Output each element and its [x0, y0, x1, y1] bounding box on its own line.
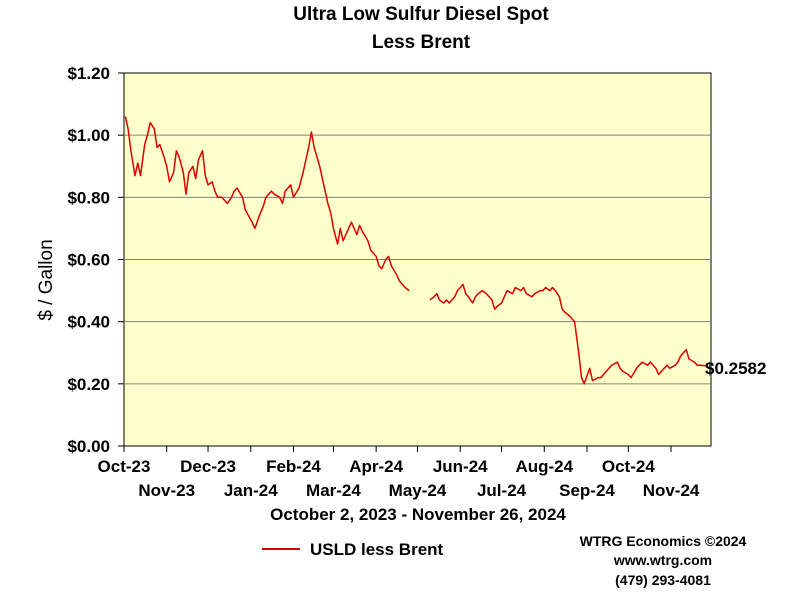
x-tick-label: Nov-24: [643, 481, 700, 500]
y-tick-label: $1.20: [67, 64, 110, 83]
credit-website: www.wtrg.com: [613, 552, 712, 568]
x-tick-label: Dec-23: [180, 457, 236, 476]
x-tick-label: Feb-24: [266, 457, 321, 476]
x-tick-label: Jan-24: [224, 481, 278, 500]
x-tick-label: Aug-24: [515, 457, 573, 476]
chart-title-line-1: Ultra Low Sulfur Diesel Spot: [293, 4, 549, 25]
credit-company: WTRG Economics ©2024: [580, 533, 747, 549]
x-tick-label: Oct-23: [98, 457, 151, 476]
x-tick-label: May-24: [389, 481, 447, 500]
legend-label: USLD less Brent: [310, 540, 444, 559]
x-tick-label: Nov-23: [138, 481, 195, 500]
last-value-label: $0.2582: [705, 359, 766, 378]
credit-phone: (479) 293-4081: [615, 572, 711, 588]
y-axis-ticks: $0.00 $0.20 $0.40 $0.60 $0.80 $1.00 $1.20: [67, 64, 124, 456]
x-tick-label: Sep-24: [559, 481, 615, 500]
x-axis-ticks: Oct-23 Nov-23 Dec-23 Jan-24 Feb-24 Mar-24 Apr-…: [98, 446, 700, 500]
x-tick-label: Apr-24: [349, 457, 403, 476]
x-tick-label: Jul-24: [477, 481, 527, 500]
y-tick-label: $0.20: [67, 375, 110, 394]
chart-title-line-2: Less Brent: [372, 32, 471, 53]
y-tick-label: $0.80: [67, 188, 110, 207]
series-line-segment: [124, 116, 410, 292]
x-tick-label: Mar-24: [306, 481, 361, 500]
x-tick-label: Oct-24: [602, 457, 655, 476]
y-tick-label: $1.00: [67, 126, 110, 145]
y-tick-label: $0.40: [67, 313, 110, 332]
x-axis-label: October 2, 2023 - November 26, 2024: [270, 505, 566, 524]
gridlines: [124, 134, 711, 385]
y-axis-label: $ / Gallon: [36, 239, 57, 320]
series-lines: [124, 116, 706, 385]
x-tick-label: Jun-24: [433, 457, 488, 476]
y-tick-label: $0.00: [67, 437, 110, 456]
series-line-segment: [429, 283, 706, 385]
y-tick-label: $0.60: [67, 251, 110, 270]
